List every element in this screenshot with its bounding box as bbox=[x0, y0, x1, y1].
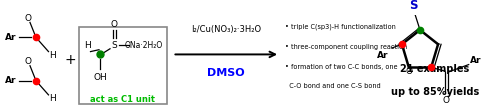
Text: H: H bbox=[48, 94, 56, 103]
Text: O: O bbox=[25, 14, 32, 23]
Text: • formation of two C-C bonds, one: • formation of two C-C bonds, one bbox=[285, 64, 398, 70]
Text: act as C1 unit: act as C1 unit bbox=[90, 95, 156, 104]
Text: Ar: Ar bbox=[377, 51, 388, 60]
Text: O: O bbox=[406, 67, 412, 76]
Text: S: S bbox=[111, 41, 117, 49]
Text: H: H bbox=[84, 41, 91, 49]
Text: S: S bbox=[409, 0, 417, 12]
Text: Ar: Ar bbox=[5, 33, 16, 42]
Text: O: O bbox=[110, 20, 117, 29]
Text: O: O bbox=[442, 96, 450, 105]
Text: • three-component coupling reaction: • three-component coupling reaction bbox=[285, 44, 407, 50]
Text: up to 85%yields: up to 85%yields bbox=[391, 87, 479, 97]
Text: DMSO: DMSO bbox=[207, 68, 245, 78]
Text: ONa·2H₂O: ONa·2H₂O bbox=[125, 41, 163, 49]
Text: O: O bbox=[25, 57, 32, 66]
Text: I₂/Cu(NO₃)₂·3H₂O: I₂/Cu(NO₃)₂·3H₂O bbox=[191, 25, 261, 34]
Text: +: + bbox=[64, 53, 76, 67]
Text: Ar: Ar bbox=[470, 56, 482, 65]
Text: H: H bbox=[48, 51, 56, 60]
Bar bbox=[79, 27, 166, 104]
Text: Ar: Ar bbox=[5, 76, 16, 85]
Text: OH: OH bbox=[93, 72, 107, 82]
Text: C-O bond and one C-S bond: C-O bond and one C-S bond bbox=[285, 83, 381, 89]
Text: 21 examples: 21 examples bbox=[400, 65, 469, 74]
Text: • triple C(sp3)-H functionalization: • triple C(sp3)-H functionalization bbox=[285, 24, 396, 30]
